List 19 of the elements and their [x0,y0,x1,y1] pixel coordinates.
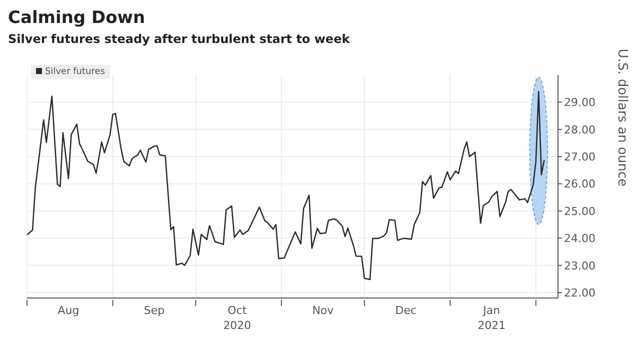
x-tick-label: Jan 2021 [478,304,506,332]
legend-label: Silver futures [44,67,105,77]
line-series [27,90,545,280]
y-tick-label: 23.00 [564,259,596,272]
y-axis-title: U.S. dollars an ounce [614,48,630,186]
y-tick-label: 26.00 [564,178,596,191]
x-tick-label: Sep [144,304,165,317]
chart-subtitle: Silver futures steady after turbulent start to week [8,32,350,46]
x-tick-label: Nov [312,304,334,317]
y-tick-label: 22.00 [564,286,596,300]
x-tick-label: Aug [58,304,80,317]
y-tick-label: 27.00 [564,150,596,164]
x-tick-label: Dec [395,304,417,317]
x-tick-label: Oct 2020 [223,304,252,332]
chart-title: Calming Down [8,8,146,28]
y-tick-label: 28.00 [564,123,596,136]
y-tick-label: 29.00 [564,96,596,110]
y-tick-label: 24.00 [564,232,596,246]
y-tick-label: 25.00 [564,204,596,218]
